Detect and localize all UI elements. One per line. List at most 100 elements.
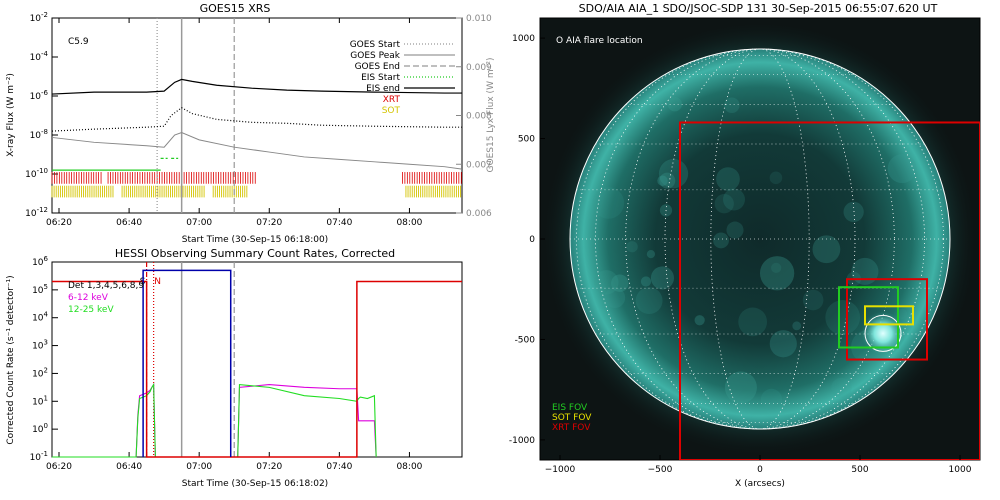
aia-active-region bbox=[659, 172, 676, 189]
hessi-ytick-exponent: 3 bbox=[44, 339, 48, 347]
goes-y2tick-label: 0.008 bbox=[466, 112, 492, 122]
hessi-marker-n: N bbox=[154, 277, 161, 287]
hessi-ytick-exponent: 0 bbox=[44, 422, 48, 430]
goes-xtick-label: 06:40 bbox=[116, 218, 142, 228]
hessi-legend: Det 1,3,4,5,6,8,9 6-12 keV 12-25 keV bbox=[68, 281, 144, 315]
goes-plot-frame bbox=[51, 17, 463, 214]
goes-ytick-exponent: -4 bbox=[41, 50, 49, 58]
aia-active-region bbox=[831, 377, 852, 399]
aia-active-region bbox=[887, 154, 917, 184]
aia-active-region bbox=[646, 250, 656, 259]
hessi-ytick-exponent: 4 bbox=[44, 311, 49, 319]
aia-flare-glow bbox=[861, 311, 905, 356]
aia-active-region bbox=[626, 241, 638, 253]
aia-active-region bbox=[792, 321, 802, 331]
aia-panel: SDO/AIA AIA_1 SDO/JSOC-SDP 131 30-Sep-20… bbox=[509, 2, 981, 489]
hessi-legend-label: 12-25 keV bbox=[68, 305, 114, 315]
aia-active-region bbox=[851, 257, 879, 285]
aia-legend-label: XRT FOV bbox=[552, 423, 591, 433]
goes-series-lyx bbox=[51, 132, 463, 170]
aia-legend-label: EIS FOV bbox=[552, 403, 588, 413]
goes-y2tick-label: 0.009 bbox=[466, 63, 492, 73]
goes-ytick-exponent: -2 bbox=[41, 11, 48, 19]
aia-ytick-label: -1000 bbox=[509, 436, 535, 446]
hessi-ytick-label: 103 bbox=[32, 339, 48, 352]
aia-active-region bbox=[825, 300, 861, 335]
aia-active-region bbox=[667, 96, 683, 112]
aia-xtick-label: 500 bbox=[851, 465, 868, 475]
goes-ytick-label: 10-2 bbox=[30, 11, 48, 24]
hessi-ytick-exponent: 6 bbox=[44, 255, 49, 263]
aia-active-region bbox=[726, 221, 744, 239]
aia-active-region bbox=[738, 401, 747, 410]
hessi-ytick-exponent: 5 bbox=[44, 283, 48, 291]
aia-xtick-label: −1000 bbox=[545, 465, 576, 475]
goes-xtick-label: 07:20 bbox=[256, 218, 282, 228]
aia-fov-xrt-fov bbox=[679, 121, 980, 460]
goes-legend-label: EIS end bbox=[366, 84, 400, 94]
aia-xtick-label: 0 bbox=[757, 465, 763, 475]
aia-active-region bbox=[650, 266, 675, 290]
goes-xlabel: Start Time (30-Sep-15 06:18:00) bbox=[182, 235, 328, 245]
goes-series-goes-start bbox=[51, 106, 462, 132]
hessi-legend-label: Det 1,3,4,5,6,8,9 bbox=[68, 281, 144, 291]
hessi-series-attenuator-blue bbox=[142, 269, 232, 457]
goes-series-goes-peak bbox=[51, 78, 462, 95]
hessi-xlabel: Start Time (30-Sep-15 06:18:02) bbox=[182, 479, 328, 489]
aia-active-region bbox=[635, 287, 663, 315]
goes-xtick-label: 08:00 bbox=[396, 218, 422, 228]
goes-ylabel: X-ray Flux (W m⁻²) bbox=[6, 73, 16, 157]
aia-axes: −1000 −500 0 500 1000 -1000 -500 0 500 1000 bbox=[509, 34, 972, 475]
aia-active-region bbox=[802, 289, 824, 311]
hessi-ytick-label: 105 bbox=[32, 283, 48, 296]
goes-xtick-label: 07:00 bbox=[186, 218, 212, 228]
aia-active-region bbox=[724, 371, 757, 404]
aia-fov-eis-fov bbox=[838, 286, 899, 349]
aia-legend-label: SOT FOV bbox=[552, 413, 592, 423]
aia-active-region bbox=[769, 171, 783, 185]
aia-active-region bbox=[713, 232, 729, 249]
hessi-series-12-25-kev bbox=[52, 382, 377, 458]
goes-ytick-label: 10-10 bbox=[25, 167, 48, 180]
aia-active-region bbox=[760, 388, 783, 410]
goes-marks: 06:20 06:40 07:00 07:20 07:40 08:00 10-2 10-4 10… bbox=[25, 11, 492, 228]
aia-marks bbox=[541, 20, 980, 460]
hessi-series-attenuator-red bbox=[52, 280, 462, 458]
aia-xtick-label: 1000 bbox=[949, 465, 972, 475]
goes-ytick-label: 10-4 bbox=[30, 50, 49, 63]
hessi-xtick-label: 06:40 bbox=[116, 462, 142, 472]
hessi-ytick-label: 106 bbox=[32, 255, 48, 268]
goes-y2tick-label: 0.010 bbox=[466, 14, 492, 24]
aia-title: SDO/AIA AIA_1 SDO/JSOC-SDP 131 30-Sep-20… bbox=[579, 2, 938, 15]
aia-solar-disk bbox=[570, 49, 950, 429]
aia-active-region bbox=[724, 97, 740, 113]
hessi-ytick-label: 102 bbox=[32, 366, 48, 379]
hessi-xtick-label: 07:20 bbox=[256, 462, 282, 472]
aia-active-region bbox=[812, 235, 841, 264]
goes-legend-label: GOES Start bbox=[350, 40, 401, 50]
goes-ytick-exponent: -6 bbox=[41, 89, 49, 97]
hessi-ytick-label: 100 bbox=[32, 422, 48, 435]
aia-active-region bbox=[611, 274, 629, 292]
hessi-marks: 06:20 06:40 07:00 07:20 07:40 08:00 1 0 -1 100 101… bbox=[30, 255, 462, 472]
aia-marker-label: O AIA flare location bbox=[556, 36, 643, 46]
goes-y2tick-label: 0.006 bbox=[466, 209, 492, 219]
aia-active-region bbox=[694, 315, 705, 326]
goes-ytick-exponent: -8 bbox=[41, 128, 48, 136]
hessi-ytick-exponent: 2 bbox=[44, 366, 48, 374]
aia-active-region bbox=[843, 201, 864, 223]
hessi-xtick-label: 06:20 bbox=[46, 462, 72, 472]
goes-class-label: C5.9 bbox=[68, 37, 89, 47]
hessi-xtick-label: 07:40 bbox=[326, 462, 352, 472]
aia-xlabel: X (arcsecs) bbox=[735, 479, 785, 489]
aia-xtick-label: −500 bbox=[648, 465, 673, 475]
aia-flare-marker bbox=[864, 314, 902, 352]
goes-xtick-label: 06:20 bbox=[46, 218, 72, 228]
aia-active-region bbox=[769, 330, 797, 358]
aia-fov-sot-fov bbox=[864, 305, 914, 326]
goes-ytick-label: 10-12 bbox=[25, 206, 48, 219]
aia-ytick-label: 1000 bbox=[512, 34, 535, 44]
aia-fov-xrt-fov bbox=[846, 278, 928, 361]
